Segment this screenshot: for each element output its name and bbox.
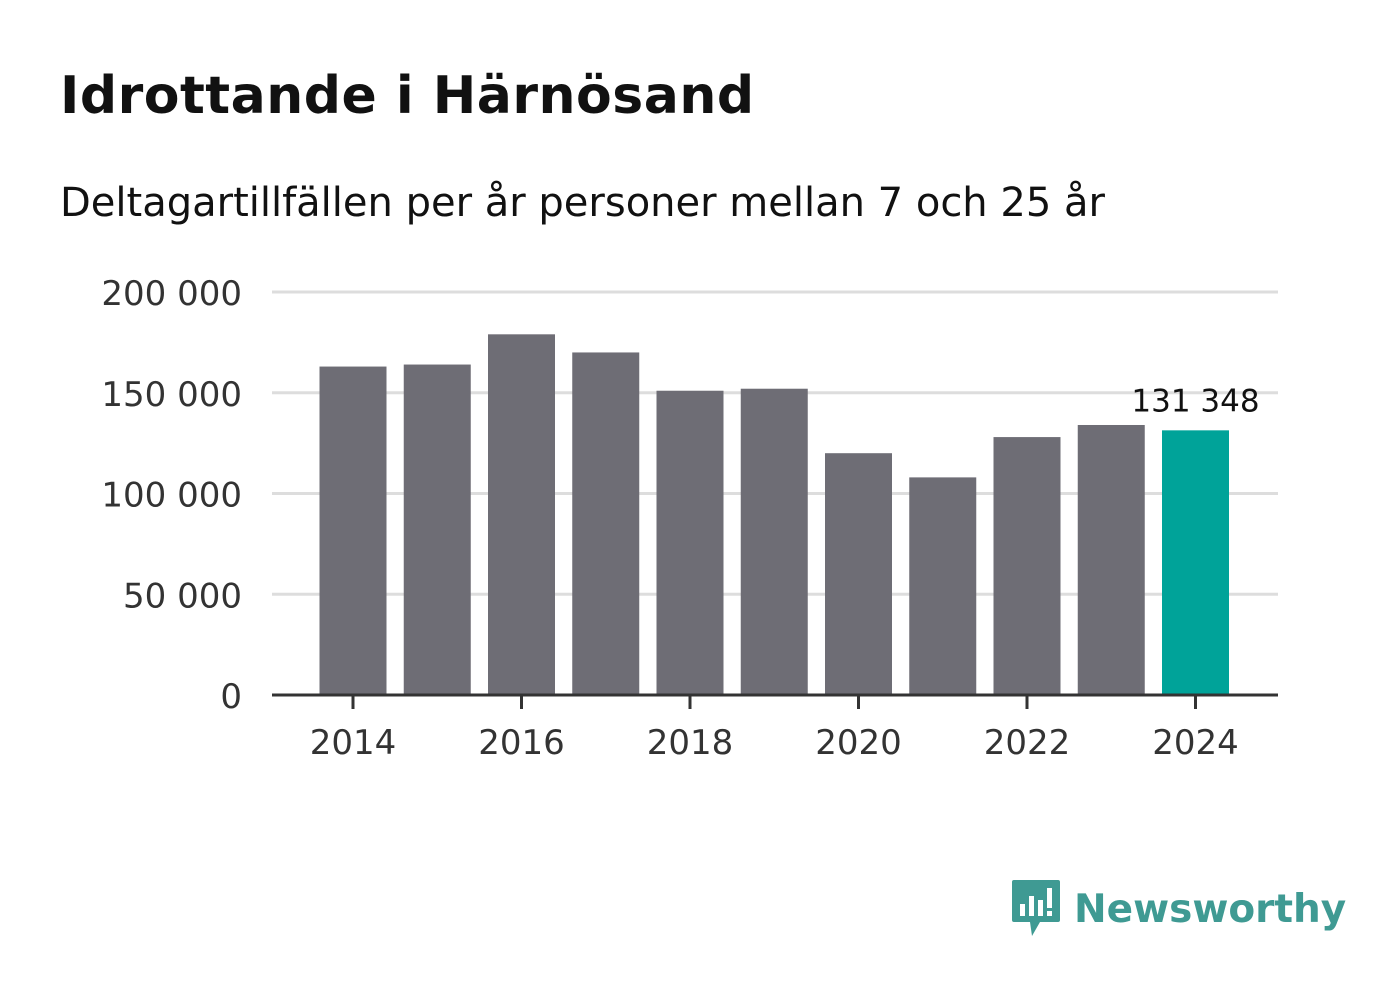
chart-title: Idrottande i Härnösand [60, 66, 755, 126]
highlight-value-label: 131 348 [1131, 383, 1259, 419]
x-tick-label: 2014 [310, 723, 397, 763]
x-tick-label: 2020 [815, 723, 902, 763]
y-tick-label: 150 000 [101, 375, 242, 415]
x-tick-label: 2018 [647, 723, 734, 763]
bar-2017 [572, 352, 640, 695]
y-tick-label: 50 000 [123, 576, 242, 616]
bars [319, 334, 1229, 695]
bar-2024 [1162, 430, 1229, 695]
x-tick-label: 2016 [478, 723, 565, 763]
bar-2023 [1077, 424, 1145, 695]
x-axis [272, 693, 1278, 709]
bar-2022 [993, 437, 1061, 695]
brand-logo: Newsworthy [1010, 878, 1346, 940]
y-tick-label: 0 [220, 677, 242, 717]
brand-name: Newsworthy [1074, 886, 1347, 932]
bar-2018 [656, 390, 724, 695]
y-tick-label: 100 000 [101, 476, 242, 516]
bar-2016 [488, 334, 555, 695]
bar-2015 [403, 364, 471, 695]
chart-subtitle: Deltagartillfällen per år personer mella… [60, 180, 1105, 226]
y-axis-labels: 0 50 000 100 000 150 000 200 000 [101, 274, 242, 717]
y-tick-label: 200 000 [101, 274, 242, 314]
x-tick-label: 2022 [984, 723, 1071, 763]
bar-2019 [740, 388, 808, 695]
data-labels: 131 348 [1131, 383, 1259, 419]
bar-2020 [825, 453, 892, 695]
bar-2014 [319, 366, 387, 695]
bar-2021 [909, 477, 977, 695]
newsworthy-logo-icon [1012, 880, 1060, 936]
x-tick-label: 2024 [1152, 723, 1239, 763]
x-axis-labels: 2014 2016 2018 2020 2022 2024 [310, 723, 1239, 763]
